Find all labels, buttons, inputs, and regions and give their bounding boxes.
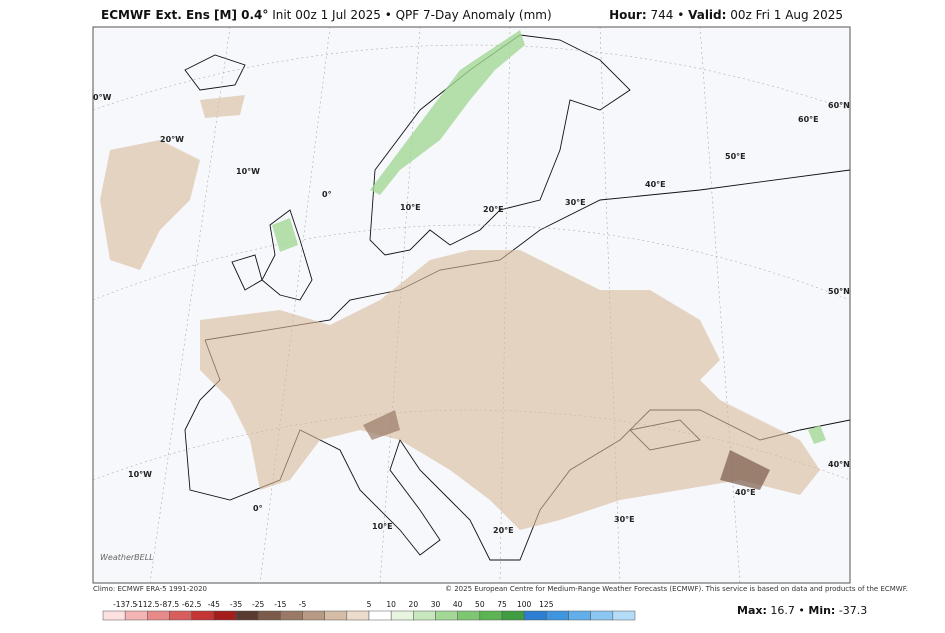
coord-label: 40°E	[645, 180, 666, 189]
color-box	[102, 610, 126, 621]
coord-label: 30°E	[565, 198, 586, 207]
coord-label: 30°E	[614, 515, 635, 524]
color-box	[479, 610, 503, 621]
colorbar-label: -35	[230, 600, 242, 609]
color-box	[346, 610, 370, 621]
coord-label: 40°E	[735, 488, 756, 497]
strong-dry	[720, 450, 770, 490]
colorbar-label: -87.5	[160, 600, 180, 609]
color-box	[280, 610, 303, 621]
product: QPF 7-Day Anomaly (mm)	[395, 8, 552, 22]
model: ECMWF Ext. Ens [M] 0.4°	[101, 8, 269, 22]
coord-label: 0°	[322, 190, 332, 199]
colorbar-label: 10	[386, 600, 396, 609]
coord-label: 10°E	[400, 203, 421, 212]
init: Init 00z 1 Jul 2025	[272, 8, 381, 22]
valid-label: Valid:	[688, 8, 727, 22]
color-box	[390, 610, 414, 621]
color-box	[413, 610, 436, 621]
color-box	[568, 610, 591, 621]
coord-label: 0°W	[93, 93, 112, 102]
valid: 00z Fri 1 Aug 2025	[730, 8, 843, 22]
color-box	[457, 610, 481, 621]
colorbar-label: 125	[539, 600, 554, 609]
map-labels: 0°W 20°W 10°W 0° 10°E 20°E 30°E 40°E 50°E 60°E 60°…	[93, 93, 850, 535]
colorbar-label: -45	[208, 600, 220, 609]
colorbar-label: -112.5	[135, 600, 159, 609]
coord-label: 50°N	[828, 287, 850, 296]
colorbar-label: 50	[475, 600, 485, 609]
copyright: © 2025 European Centre for Medium-Range …	[445, 585, 908, 593]
color-box	[523, 610, 547, 621]
sep: •	[384, 8, 392, 22]
min-label: Min:	[808, 604, 836, 617]
colorbar-label: 40	[453, 600, 463, 609]
coord-label: 50°E	[725, 152, 746, 161]
color-box	[191, 610, 215, 621]
coord-label: 10°W	[236, 167, 260, 176]
coord-label: 60°N	[828, 101, 850, 110]
color-box	[546, 610, 569, 621]
color-box	[435, 610, 458, 621]
color-box	[590, 610, 614, 621]
color-box	[169, 610, 192, 621]
colorbar-label: 5	[367, 600, 372, 609]
color-box	[302, 610, 325, 621]
coord-label: 0°	[253, 504, 263, 513]
min: -37.3	[838, 604, 868, 617]
coord-label: 10°E	[372, 522, 393, 531]
max: 16.7	[770, 604, 795, 617]
color-box	[612, 610, 636, 621]
header-left: ECMWF Ext. Ens [M] 0.4° Init 00z 1 Jul 2…	[101, 8, 552, 22]
strong-dry	[363, 410, 400, 440]
colorbar-label: -25	[252, 600, 264, 609]
color-box	[257, 610, 281, 621]
color-box	[368, 610, 392, 621]
hour-label: Hour:	[609, 8, 647, 22]
header-right: Hour: 744 • Valid: 00z Fri 1 Aug 2025	[609, 8, 843, 22]
color-box	[147, 610, 170, 621]
dry-anomaly	[100, 95, 820, 530]
colorbar-label: -137.5	[113, 600, 137, 609]
color-box	[213, 610, 237, 621]
coord-label: 20°E	[493, 526, 514, 535]
coord-label: 20°W	[160, 135, 184, 144]
color-box	[235, 610, 259, 621]
sep: •	[798, 604, 805, 617]
colorbar-label: 75	[497, 600, 507, 609]
max-label: Max:	[737, 604, 767, 617]
colorbar-label: -62.5	[182, 600, 202, 609]
colorbar: -137.5-112.5 -87.5 -62.5 -45 -35 -25 -15 -5 5 10 2…	[102, 600, 636, 621]
colorbar-label: 20	[409, 600, 419, 609]
color-box	[501, 610, 525, 621]
colorbar-label: -5	[299, 600, 307, 609]
hour: 744	[650, 8, 674, 22]
coord-label: 60°E	[798, 115, 819, 124]
logo: WeatherBELL	[100, 553, 154, 562]
color-box	[324, 610, 348, 621]
color-box	[124, 610, 148, 621]
colorbar-label: 100	[517, 600, 532, 609]
coord-label: 40°N	[828, 460, 850, 469]
stats: Max: 16.7 • Min: -37.3	[737, 604, 867, 617]
climo: Climo: ECMWF ERA-5 1991-2020	[93, 585, 207, 593]
coord-label: 10°W	[128, 470, 152, 479]
wet-anomaly	[272, 30, 826, 444]
colorbar-label: 30	[431, 600, 441, 609]
sep: •	[677, 8, 685, 22]
coord-label: 20°E	[483, 205, 504, 214]
colorbar-label: -15	[274, 600, 286, 609]
